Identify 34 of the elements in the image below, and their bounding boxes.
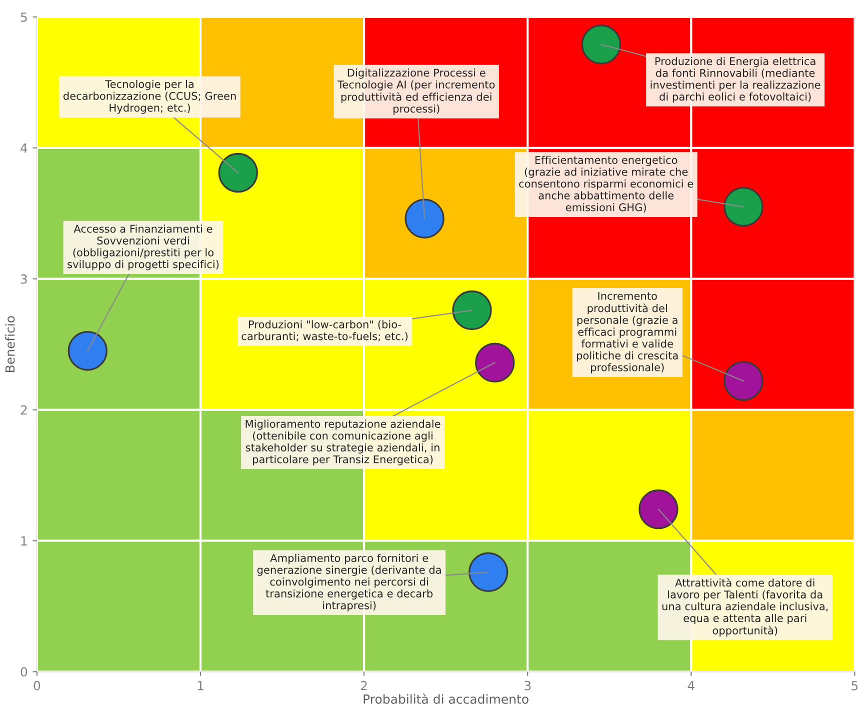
x-tick-label: 2: [360, 680, 367, 690]
annotation: Produzioni "low-carbon" (bio- carburanti; waste-to-fuels; etc.): [242, 320, 408, 342]
annotation: Efficientamento energetico (grazie ad iniziative mirate che consentono risparmi economici e anche abbattimento delle emissioni GHG): [519, 156, 694, 213]
annotation: Accesso a Finanziamenti e Sovvenzioni verdi (obbligazioni/prestiti per lo sviluppo di progetti specifici): [68, 224, 219, 270]
y-tick-label: 0: [20, 667, 28, 677]
y-tick-label: 2: [20, 405, 27, 415]
point: [724, 361, 764, 401]
y-tick-label: 3: [20, 274, 27, 284]
annotation: Digitalizzazione Processi e Tecnologie AI (per incremento produttività ed efficienza dei processi): [337, 68, 495, 115]
y-axis-title: Beneficio: [5, 316, 15, 372]
point: [68, 331, 108, 371]
annotation: Attrattività come datore di lavoro per Talenti (favorita da una cultura aziendale inclusiva, equa e attenta alle pari opportunità): [662, 578, 828, 636]
point: [468, 552, 508, 592]
annotation: Tecnologie per la decarbonizzazione (CCUS; Green Hydrogen; etc.): [63, 80, 236, 114]
x-tick-label: 5: [852, 681, 858, 690]
y-tick-label: 4: [20, 144, 28, 153]
annotation: Produzione di Energia elettrica da fonti Rinnovabili (mediante investimenti per la realizzazione di parchi eolici e fotovoltaici): [650, 56, 820, 103]
point: [452, 290, 492, 330]
point: [475, 342, 515, 382]
annotation: Ampliamento parco fornitori e generazione sinergie (derivante da coinvolgimento nei percorsi di transizione energetica e decarb intrapresi): [257, 554, 441, 612]
x-tick-label: 0: [34, 680, 40, 690]
point: [404, 198, 444, 238]
annotation: Incremento produttività del personale (grazie a efficaci programmi formativi e valide politiche di crescita professionale): [576, 292, 678, 374]
point: [581, 24, 622, 64]
x-axis-title: Probabilità di accadimento: [364, 694, 528, 704]
annotation: Miglioramento reputazione aziendale (ottenibile con comunicazione agli stakeholder su strategie aziendali, in particolare per Transiz Energetica): [246, 420, 440, 466]
x-tick-label: 1: [198, 681, 204, 690]
y-tick-label: 1: [21, 536, 27, 546]
point: [218, 152, 258, 193]
x-tick-label: 3: [524, 680, 531, 690]
x-tick-label: 4: [688, 681, 694, 690]
point: [724, 186, 764, 227]
y-tick-label: 5: [20, 12, 27, 22]
point: [638, 489, 678, 530]
